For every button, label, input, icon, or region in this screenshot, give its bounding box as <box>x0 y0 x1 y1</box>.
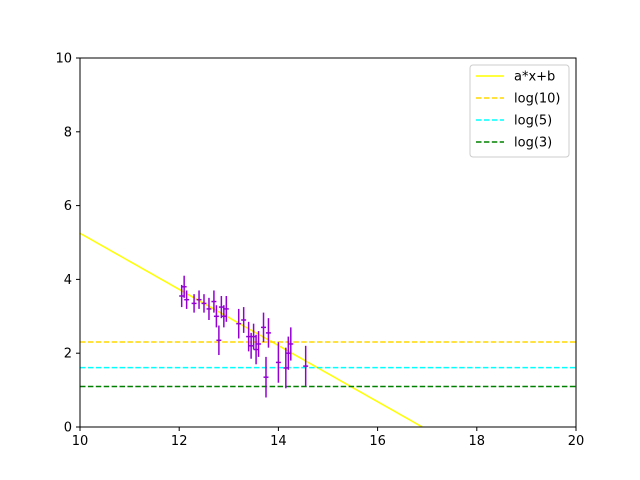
errorbar-point <box>184 290 190 309</box>
errorbar-point <box>263 356 269 398</box>
errorbar-point <box>266 318 271 348</box>
y-tick-label: 0 <box>64 421 72 436</box>
errorbar-point <box>241 307 247 333</box>
x-tick-label: 12 <box>171 434 188 449</box>
errorbar-point <box>213 305 219 328</box>
errorbar-point <box>251 323 257 350</box>
errorbar-point <box>196 290 202 309</box>
errorbar-point <box>261 312 266 343</box>
legend-label: log(3) <box>514 136 552 151</box>
fit-line <box>80 232 423 427</box>
y-tick-label: 4 <box>64 273 72 288</box>
x-tick-label: 14 <box>270 434 287 449</box>
errorbar-point <box>283 347 289 389</box>
errorbar-point <box>236 308 242 339</box>
axis-ticks: 10 12 14 16 18 20 0 2 4 6 8 10 <box>55 52 584 450</box>
errorbar-point <box>218 296 224 319</box>
legend: a*x+b log(10) log(5) log(3) <box>469 64 570 158</box>
legend-label: a*x+b <box>514 70 555 85</box>
errorbar-point <box>206 297 212 320</box>
errorbar-point <box>253 334 259 365</box>
errorbar-point <box>303 345 309 387</box>
errorbar-point <box>285 336 291 370</box>
errorbar-point <box>288 327 294 361</box>
y-tick-label: 2 <box>64 347 72 362</box>
plot-area <box>80 232 576 427</box>
x-tick-label: 18 <box>469 434 486 449</box>
errorbar-point <box>201 294 207 313</box>
legend-box <box>469 64 570 158</box>
x-tick-label: 10 <box>72 434 89 449</box>
x-tick-label: 20 <box>568 434 585 449</box>
x-tick-label: 16 <box>369 434 386 449</box>
errorbar-point <box>223 296 229 322</box>
errorbar-point <box>191 294 197 313</box>
y-tick-label: 8 <box>64 125 72 140</box>
errorbar-point <box>216 325 222 356</box>
axes-box <box>79 57 577 428</box>
errorbar-point <box>179 284 185 308</box>
y-tick-label: 10 <box>55 52 72 67</box>
axes-frame <box>79 57 577 428</box>
errorbar-point <box>211 290 217 313</box>
errorbar-point <box>256 331 262 357</box>
legend-label: log(10) <box>514 92 561 107</box>
errorbar-point <box>181 275 187 298</box>
y-tick-label: 6 <box>64 199 72 214</box>
errorbar-point <box>275 342 281 383</box>
legend-label: log(5) <box>514 114 552 129</box>
